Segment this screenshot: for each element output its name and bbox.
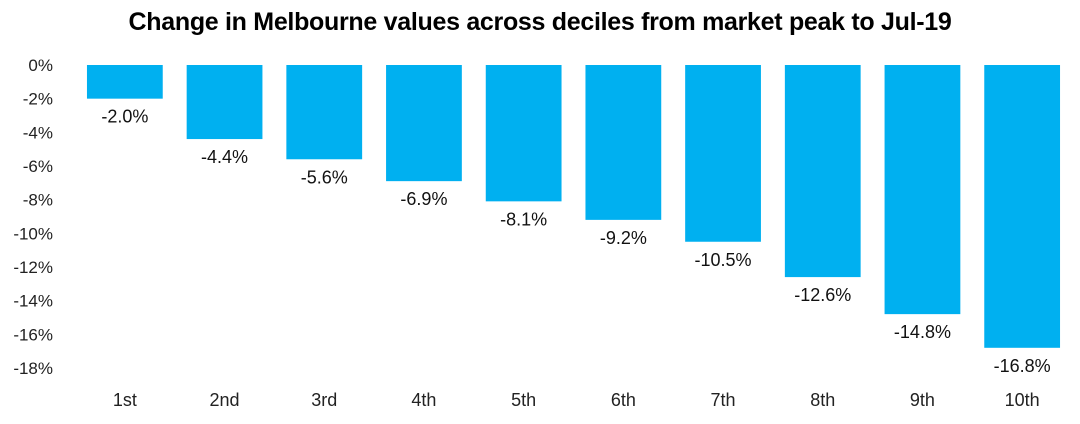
bar-10th [984,65,1061,348]
y-tick-label: -4% [23,123,53,142]
bar-4th [386,65,462,182]
x-tick-label: 8th [810,390,835,410]
y-tick-label: -14% [13,292,53,311]
x-tick-label: 6th [611,390,636,410]
bar-2nd [186,65,263,140]
y-tick-label: -2% [23,90,53,109]
x-tick-label: 5th [511,390,536,410]
bar-7th [685,65,761,242]
bar-9th [884,65,961,315]
data-label: -16.8% [994,356,1051,376]
x-tick-label: 7th [711,390,736,410]
bar-5th [485,65,562,202]
bar-1st [86,65,163,99]
data-labels: -2.0% -4.4% -5.6% -6.9% -8.1% -9.2% -10.5% -12.… [101,107,1050,376]
x-tick-label: 9th [910,390,935,410]
y-tick-label: -10% [13,224,53,243]
x-axis: 1st 2nd 3rd 4th 5th 6th 7th 8th 9th 10th [113,390,1040,410]
data-label: -2.0% [101,107,148,127]
y-axis: 0% -2% -4% -6% -8% -10% -12% -14% -16% -18% [13,56,53,378]
bar-8th [784,65,861,278]
bar-6th [585,65,662,220]
bars [86,65,1061,348]
y-tick-label: -6% [23,157,53,176]
data-label: -8.1% [500,209,547,229]
y-tick-label: -18% [13,359,53,378]
y-tick-label: -12% [13,258,53,277]
x-tick-label: 2nd [210,390,240,410]
y-tick-label: -16% [13,325,53,344]
data-label: -4.4% [201,147,248,167]
data-label: -12.6% [794,285,851,305]
data-label: -10.5% [695,250,752,270]
x-tick-label: 10th [1005,390,1040,410]
bar-3rd [286,65,363,160]
data-label: -9.2% [600,228,647,248]
data-label: -14.8% [894,322,951,342]
y-tick-label: -8% [23,191,53,210]
data-label: -6.9% [400,189,447,209]
data-label: -5.6% [301,167,348,187]
x-tick-label: 3rd [311,390,337,410]
x-tick-label: 1st [113,390,137,410]
y-tick-label: 0% [28,56,53,75]
x-tick-label: 4th [411,390,436,410]
chart-title: Change in Melbourne values across decile… [128,8,952,36]
